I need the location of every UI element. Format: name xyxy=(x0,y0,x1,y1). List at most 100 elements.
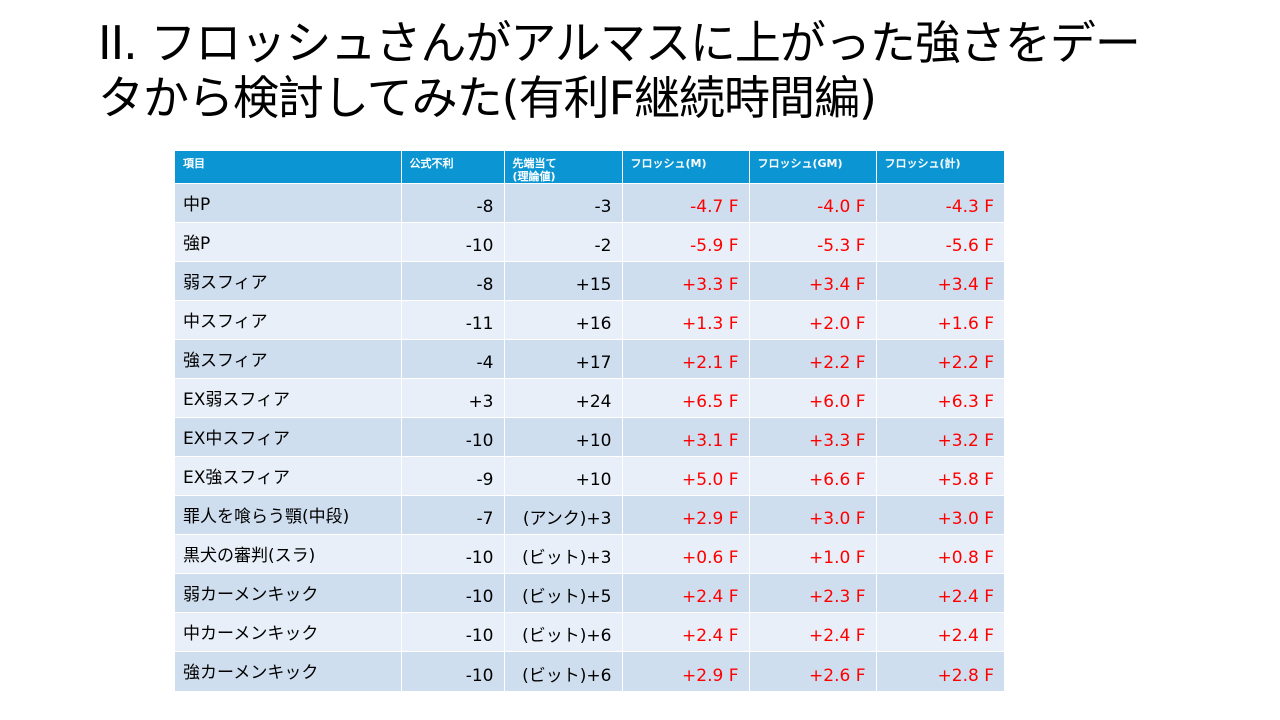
cell-tip-hit: (ビット)+5 xyxy=(504,573,623,613)
cell-item: 弱スフィア xyxy=(175,261,402,301)
cell-frosch-m: +2.4 F xyxy=(622,612,750,652)
cell-official-disadvantage: -8 xyxy=(401,261,505,301)
header-tip-hit: 先端当て (理論値) xyxy=(504,151,623,184)
cell-official-disadvantage: -10 xyxy=(401,651,505,691)
cell-official-disadvantage: -10 xyxy=(401,534,505,574)
cell-frosch-gm: +2.2 F xyxy=(749,339,877,379)
cell-item: EX弱スフィア xyxy=(175,378,402,418)
header-frosch-gm: フロッシュ(GM) xyxy=(749,151,877,184)
cell-frosch-gm: +3.3 F xyxy=(749,417,877,457)
table-header: 項目 公式不利 先端当て (理論値) フロッシュ(M) フロッシュ(GM) フロ… xyxy=(175,151,1004,184)
cell-frosch-total: +2.4 F xyxy=(876,612,1004,652)
cell-frosch-m: -5.9 F xyxy=(622,222,750,262)
cell-frosch-total: +1.6 F xyxy=(876,300,1004,340)
cell-frosch-m: -4.7 F xyxy=(622,183,750,223)
cell-official-disadvantage: -10 xyxy=(401,222,505,262)
cell-frosch-total: +6.3 F xyxy=(876,378,1004,418)
cell-official-disadvantage: -4 xyxy=(401,339,505,379)
cell-item: 中カーメンキック xyxy=(175,612,402,652)
table-row: 強P -10 -2 -5.9 F -5.3 F -5.6 F xyxy=(175,222,1004,262)
header-frosch-m: フロッシュ(M) xyxy=(622,151,750,184)
cell-frosch-gm: +3.4 F xyxy=(749,261,877,301)
cell-frosch-gm: +2.4 F xyxy=(749,612,877,652)
cell-item: 中スフィア xyxy=(175,300,402,340)
cell-item: 中P xyxy=(175,183,402,223)
table-row: 罪人を喰らう顎(中段) -7 (アンク)+3 +2.9 F +3.0 F +3.0 F xyxy=(175,495,1004,535)
cell-tip-hit: (ビット)+6 xyxy=(504,612,623,652)
cell-frosch-m: +3.3 F xyxy=(622,261,750,301)
header-official-disadvantage: 公式不利 xyxy=(401,151,505,184)
cell-frosch-m: +0.6 F xyxy=(622,534,750,574)
table-row: EX中スフィア -10 +10 +3.1 F +3.3 F +3.2 F xyxy=(175,417,1004,457)
cell-official-disadvantage: -10 xyxy=(401,573,505,613)
table-row: 強スフィア -4 +17 +2.1 F +2.2 F +2.2 F xyxy=(175,339,1004,379)
cell-item: 強P xyxy=(175,222,402,262)
cell-frosch-m: +2.9 F xyxy=(622,651,750,691)
cell-frosch-total: -4.3 F xyxy=(876,183,1004,223)
cell-frosch-m: +2.1 F xyxy=(622,339,750,379)
cell-frosch-total: +5.8 F xyxy=(876,456,1004,496)
table-row: 弱スフィア -8 +15 +3.3 F +3.4 F +3.4 F xyxy=(175,261,1004,301)
cell-frosch-gm: +2.3 F xyxy=(749,573,877,613)
cell-official-disadvantage: -8 xyxy=(401,183,505,223)
cell-frosch-total: +3.0 F xyxy=(876,495,1004,535)
cell-item: EX中スフィア xyxy=(175,417,402,457)
cell-item: EX強スフィア xyxy=(175,456,402,496)
table-row: EX弱スフィア +3 +24 +6.5 F +6.0 F +6.3 F xyxy=(175,378,1004,418)
cell-official-disadvantage: -9 xyxy=(401,456,505,496)
cell-official-disadvantage: -10 xyxy=(401,612,505,652)
cell-tip-hit: +24 xyxy=(504,378,623,418)
table-header-row: 項目 公式不利 先端当て (理論値) フロッシュ(M) フロッシュ(GM) フロ… xyxy=(175,151,1004,184)
cell-frosch-m: +5.0 F xyxy=(622,456,750,496)
slide-title: II. フロッシュさんがアルマスに上がった強さをデー タから検討してみた(有利F… xyxy=(98,16,1218,126)
cell-frosch-m: +2.4 F xyxy=(622,573,750,613)
table-row: 中P -8 -3 -4.7 F -4.0 F -4.3 F xyxy=(175,183,1004,223)
cell-frosch-total: +2.2 F xyxy=(876,339,1004,379)
table-row: 中スフィア -11 +16 +1.3 F +2.0 F +1.6 F xyxy=(175,300,1004,340)
cell-tip-hit: +10 xyxy=(504,417,623,457)
cell-frosch-total: +3.2 F xyxy=(876,417,1004,457)
cell-tip-hit: (アンク)+3 xyxy=(504,495,623,535)
cell-frosch-gm: +6.6 F xyxy=(749,456,877,496)
cell-frosch-m: +2.9 F xyxy=(622,495,750,535)
table-body: 中P -8 -3 -4.7 F -4.0 F -4.3 F 強P -10 -2 -5.9 F -5.… xyxy=(175,183,1004,691)
cell-tip-hit: (ビット)+3 xyxy=(504,534,623,574)
cell-frosch-m: +1.3 F xyxy=(622,300,750,340)
title-line-2: タから検討してみた(有利F継続時間編) xyxy=(98,71,877,125)
cell-frosch-m: +6.5 F xyxy=(622,378,750,418)
cell-tip-hit: +10 xyxy=(504,456,623,496)
cell-tip-hit: +16 xyxy=(504,300,623,340)
cell-tip-hit: +15 xyxy=(504,261,623,301)
cell-tip-hit: -3 xyxy=(504,183,623,223)
cell-item: 強カーメンキック xyxy=(175,651,402,691)
cell-frosch-total: -5.6 F xyxy=(876,222,1004,262)
frame-data-table: 項目 公式不利 先端当て (理論値) フロッシュ(M) フロッシュ(GM) フロ… xyxy=(175,151,1004,691)
cell-official-disadvantage: +3 xyxy=(401,378,505,418)
cell-official-disadvantage: -10 xyxy=(401,417,505,457)
table-row: EX強スフィア -9 +10 +5.0 F +6.6 F +5.8 F xyxy=(175,456,1004,496)
cell-frosch-total: +0.8 F xyxy=(876,534,1004,574)
title-line-1: II. フロッシュさんがアルマスに上がった強さをデー xyxy=(98,16,1141,70)
cell-frosch-gm: +2.0 F xyxy=(749,300,877,340)
cell-frosch-gm: +6.0 F xyxy=(749,378,877,418)
table-row: 黒犬の審判(スラ) -10 (ビット)+3 +0.6 F +1.0 F +0.8 F xyxy=(175,534,1004,574)
cell-frosch-total: +3.4 F xyxy=(876,261,1004,301)
cell-tip-hit: (ビット)+6 xyxy=(504,651,623,691)
cell-frosch-gm: -4.0 F xyxy=(749,183,877,223)
cell-item: 罪人を喰らう顎(中段) xyxy=(175,495,402,535)
table-row: 中カーメンキック -10 (ビット)+6 +2.4 F +2.4 F +2.4 F xyxy=(175,612,1004,652)
cell-frosch-m: +3.1 F xyxy=(622,417,750,457)
header-frosch-total: フロッシュ(計) xyxy=(876,151,1004,184)
cell-item: 弱カーメンキック xyxy=(175,573,402,613)
cell-item: 強スフィア xyxy=(175,339,402,379)
cell-frosch-gm: +2.6 F xyxy=(749,651,877,691)
cell-tip-hit: +17 xyxy=(504,339,623,379)
cell-frosch-total: +2.4 F xyxy=(876,573,1004,613)
table-row: 強カーメンキック -10 (ビット)+6 +2.9 F +2.6 F +2.8 F xyxy=(175,651,1004,691)
header-item: 項目 xyxy=(175,151,402,184)
cell-frosch-gm: -5.3 F xyxy=(749,222,877,262)
cell-official-disadvantage: -11 xyxy=(401,300,505,340)
cell-official-disadvantage: -7 xyxy=(401,495,505,535)
cell-frosch-gm: +1.0 F xyxy=(749,534,877,574)
cell-item: 黒犬の審判(スラ) xyxy=(175,534,402,574)
